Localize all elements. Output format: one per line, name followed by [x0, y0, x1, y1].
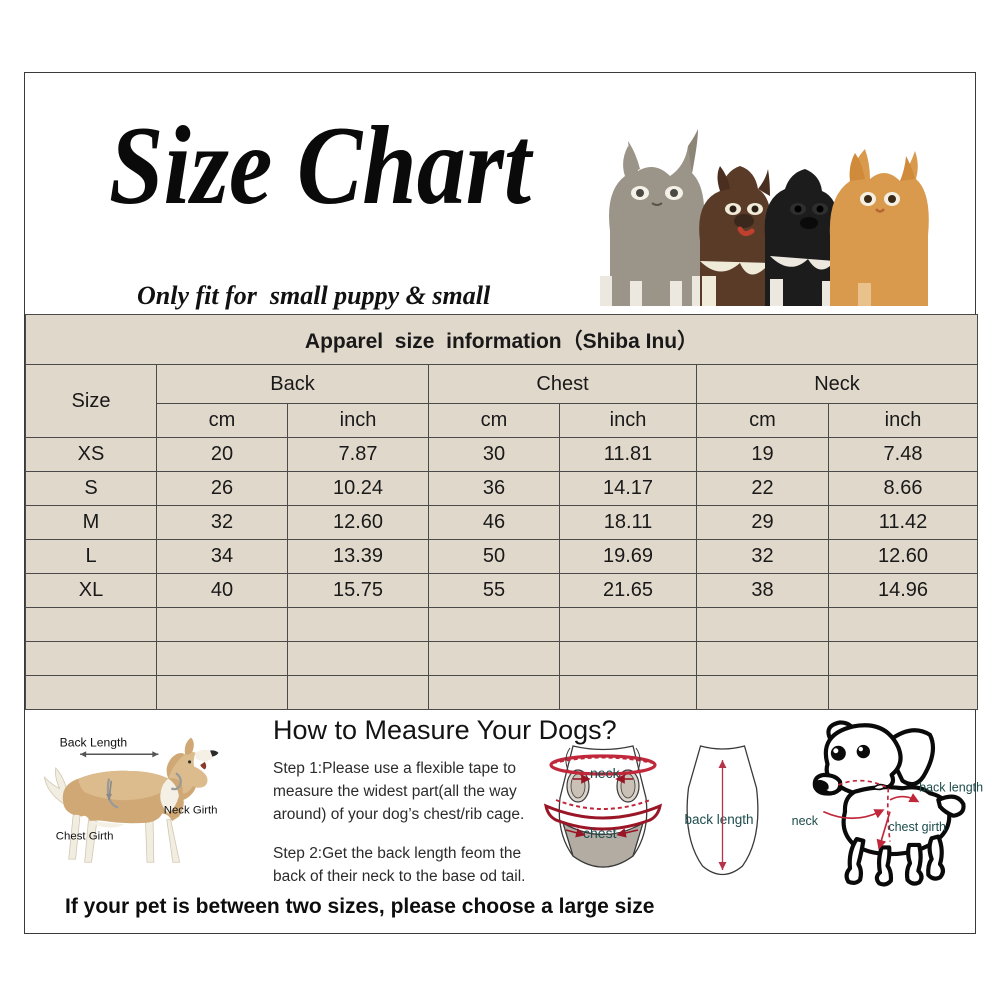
svg-text:neck: neck	[792, 814, 819, 828]
svg-text:back length: back length	[685, 812, 754, 827]
svg-text:back length: back length	[919, 781, 983, 795]
svg-text:chest: chest	[583, 825, 617, 841]
svg-text:Chest Girth: Chest Girth	[56, 830, 114, 842]
svg-text:Back Length: Back Length	[60, 736, 128, 750]
svg-text:chest girth: chest girth	[888, 820, 946, 834]
svg-text:Neck Girth: Neck Girth	[164, 805, 218, 817]
svg-text:neck: neck	[590, 765, 621, 781]
